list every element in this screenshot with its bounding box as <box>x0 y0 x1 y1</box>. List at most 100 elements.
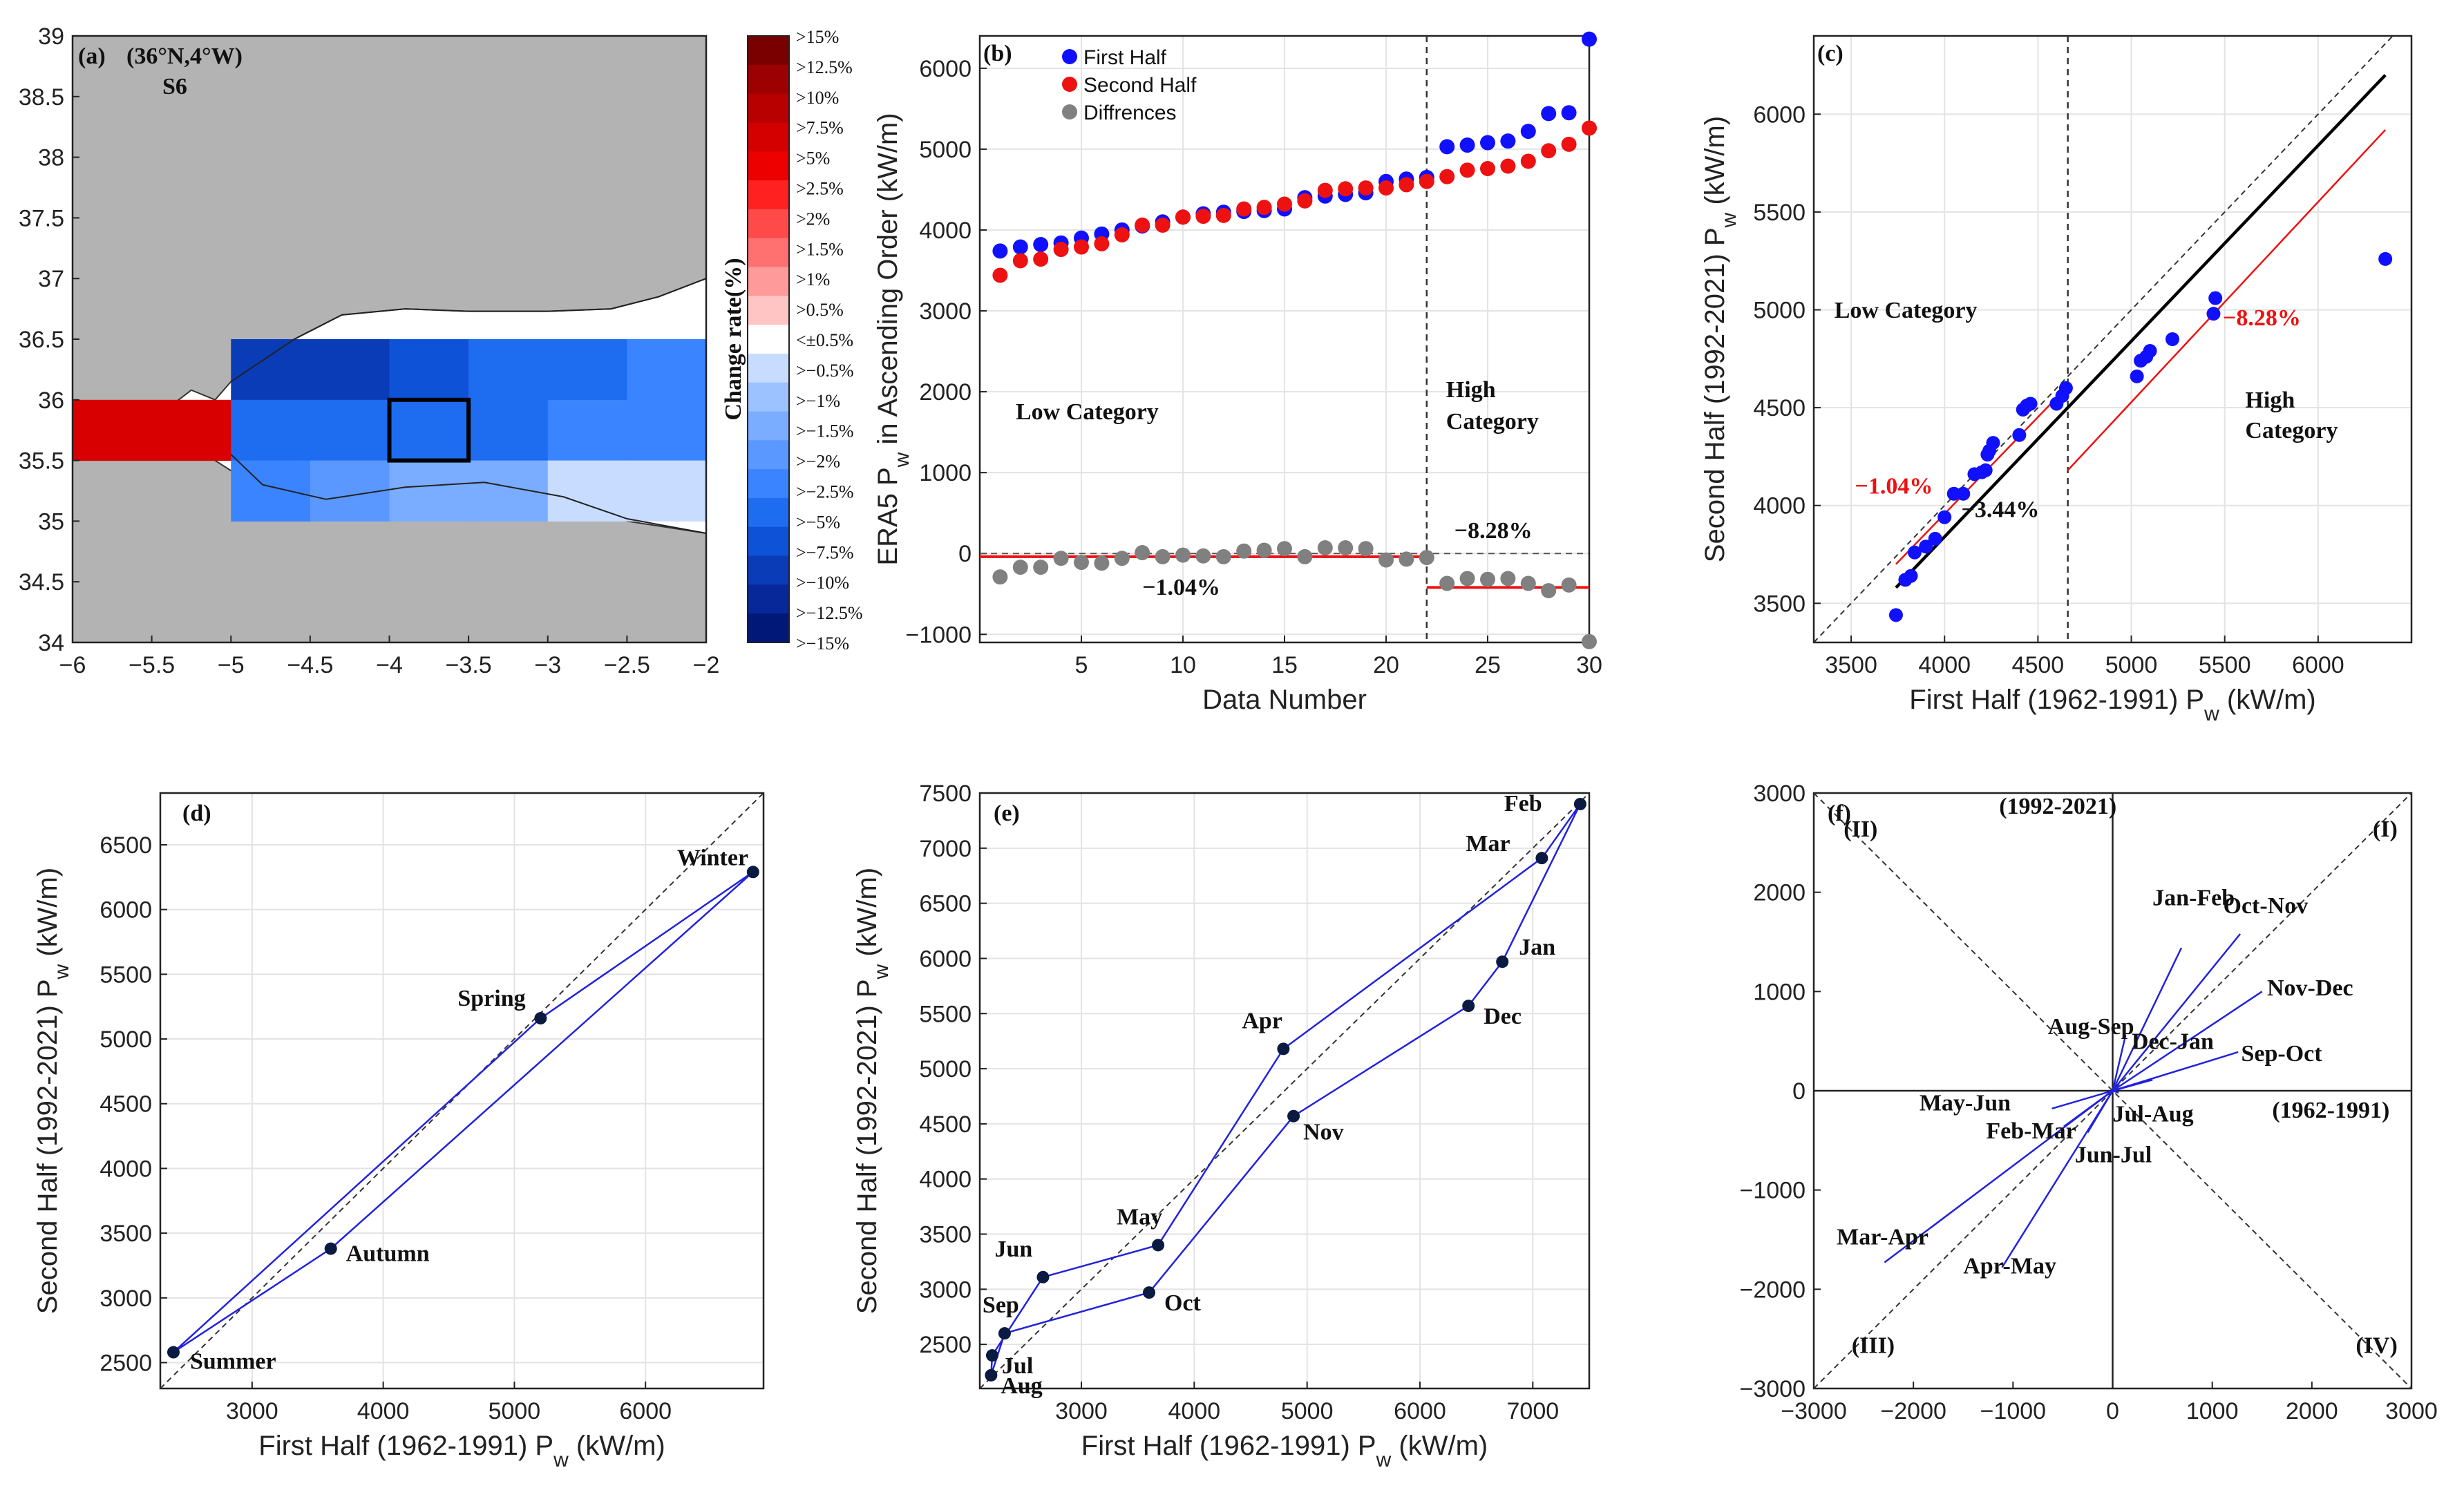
e-ytick-label: 5000 <box>919 1056 972 1082</box>
c-ytick-label: 6000 <box>1753 102 1806 128</box>
panel-label-b: (b) <box>983 41 1012 66</box>
colorbar-swatch <box>748 584 789 614</box>
b-point-diffrences <box>1378 552 1394 568</box>
c-ytick-label: 5500 <box>1753 200 1806 226</box>
a-ytick-label: 38.5 <box>19 84 64 111</box>
b-point-first-half <box>1480 135 1495 151</box>
f-quadrant-3: (III) <box>1852 1333 1895 1358</box>
colorbar-label: >2% <box>796 209 830 229</box>
b-point-diffrences <box>1480 571 1495 587</box>
f-label-dec-jan: Dec-Jan <box>2132 1029 2214 1055</box>
colorbar-frame <box>747 35 790 643</box>
b-point-diffrences <box>1297 548 1313 564</box>
b-point-second-half <box>1094 236 1110 251</box>
d-xlabel: First Half (1962-1991) Pw (kW/m) <box>258 1431 665 1471</box>
d-ytick-label: 3500 <box>99 1221 152 1247</box>
f-quadrant-4: (IV) <box>2356 1333 2397 1358</box>
colorbar-swatch <box>748 151 789 181</box>
b-point-second-half <box>1012 253 1028 269</box>
e-label-nov: Nov <box>1303 1120 1344 1145</box>
colorbar-swatch <box>748 555 789 585</box>
b-xtick-label: 15 <box>1271 652 1298 678</box>
f-vector-aug-sep <box>2112 1035 2127 1091</box>
c-point <box>1928 531 1942 546</box>
b-category-label: Category <box>1446 409 1539 435</box>
f-vector-may-jun <box>2051 1089 2113 1110</box>
panel-b-scatter: 5 10 15 20 25 30 −1000 0 1000 2000 3000 4000 5000 600… <box>873 31 1602 715</box>
d-point-winter <box>746 866 759 879</box>
c-point <box>2378 251 2393 266</box>
b-low-category-label: Low Category <box>1016 399 1159 425</box>
b-point-second-half <box>1419 173 1434 189</box>
b-ytick-label: −1000 <box>906 622 972 648</box>
d-xtick-label: 3000 <box>226 1398 278 1424</box>
f-ytick-label: 3000 <box>1753 781 1806 807</box>
change-cell <box>389 399 469 461</box>
colorbar-swatch <box>748 296 789 325</box>
change-cell <box>389 339 469 401</box>
b-point-first-half <box>1459 137 1475 153</box>
colorbar-swatch <box>748 497 789 528</box>
e-label-jun: Jun <box>994 1237 1032 1262</box>
colorbar-swatch <box>748 411 789 441</box>
d-label-winter: Winter <box>677 845 748 870</box>
b-ytick-label: 1000 <box>919 460 972 486</box>
panel-f-vectors: −3000 −2000 −1000 0 1000 2000 3000 −3000 −2000 −1… <box>1740 781 2438 1424</box>
e-label-mar: Mar <box>1466 831 1510 857</box>
a-xtick-label: −5.5 <box>129 652 175 678</box>
b-point-second-half <box>1135 217 1150 233</box>
colorbar-swatch <box>748 613 789 643</box>
panel-d-seasonal: 3000 4000 5000 6000 2500 3000 3500 4000 4500 5000… <box>32 792 765 1471</box>
a-ytick-label: 36 <box>38 388 64 414</box>
e-xtick-label: 6000 <box>1394 1398 1446 1424</box>
b-high-label: High <box>1446 377 1496 403</box>
b-point-second-half <box>1155 217 1171 233</box>
b-point-second-half <box>1378 180 1394 196</box>
a-frame <box>71 35 708 644</box>
b-point-second-half <box>1215 207 1231 223</box>
change-cell <box>468 460 549 522</box>
b-point-diffrences <box>1195 548 1211 564</box>
b-point-second-half <box>1074 239 1089 255</box>
b-point-second-half <box>1317 182 1333 198</box>
c-point <box>1907 545 1922 560</box>
station-highlight-box <box>387 397 471 463</box>
b-xtick-label: 5 <box>1075 652 1088 678</box>
c-point <box>2208 291 2223 305</box>
f-vector-jan-feb <box>2112 947 2183 1091</box>
c-overall-change-label: −3.44% <box>1962 497 2040 523</box>
panel-label-a: (a) <box>78 44 106 69</box>
f-xtick-label: −1000 <box>1980 1398 2047 1424</box>
d-frame <box>159 792 765 1390</box>
f-label-jul-aug: Jul-Aug <box>2113 1102 2194 1127</box>
e-label-dec: Dec <box>1484 1004 1522 1029</box>
b-point-first-half <box>1012 239 1028 255</box>
a-ytick-label: 36.5 <box>19 327 64 353</box>
e-point-may <box>1152 1239 1165 1252</box>
b-point-second-half <box>1053 242 1069 258</box>
a-ytick-label: 34 <box>38 630 64 656</box>
c-point <box>2143 343 2157 358</box>
e-ytick-label: 2500 <box>919 1332 972 1358</box>
change-cell <box>73 399 153 461</box>
panel-e-monthly: 3000 4000 5000 6000 7000 2500 3000 3500 4000 4500… <box>852 781 1591 1471</box>
colorbar-label: >−7.5% <box>796 542 853 562</box>
colorbar-swatch <box>748 238 789 267</box>
colorbar-swatch <box>748 36 789 66</box>
c-point <box>2166 332 2179 346</box>
a-xtick-label: −2.5 <box>604 652 650 678</box>
b-point-second-half <box>1520 153 1536 169</box>
e-label-sep: Sep <box>983 1292 1019 1318</box>
b-ytick-label: 4000 <box>919 218 972 244</box>
c-xtick-label: 3500 <box>1825 652 1877 678</box>
d-ylabel: Second Half (1992-2021) Pw (kW/m) <box>32 868 73 1314</box>
a-ytick-label: 37.5 <box>19 205 64 231</box>
c-point <box>2012 428 2027 442</box>
f-xaxis-label: (1962-1991) <box>2272 1098 2389 1123</box>
b-point-first-half <box>1500 133 1516 149</box>
d-ytick-label: 3000 <box>99 1286 152 1312</box>
b-point-second-half <box>1114 227 1130 242</box>
e-label-jan: Jan <box>1519 935 1555 960</box>
c-high-fit-line <box>2067 129 2387 471</box>
a-xtick-label: −6 <box>59 652 86 678</box>
